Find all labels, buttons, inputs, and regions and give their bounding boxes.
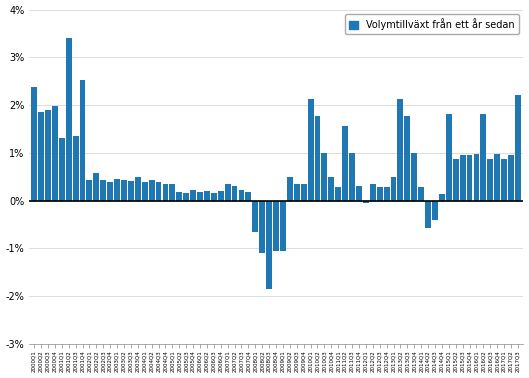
Legend: Volymtillväxt från ett år sedan: Volymtillväxt från ett år sedan: [345, 14, 518, 34]
Bar: [252, 200, 258, 232]
Bar: [225, 184, 231, 200]
Bar: [197, 192, 203, 200]
Bar: [59, 138, 65, 200]
Bar: [370, 184, 376, 200]
Bar: [467, 155, 472, 200]
Bar: [315, 116, 321, 200]
Bar: [322, 153, 327, 200]
Bar: [149, 180, 154, 200]
Bar: [52, 107, 58, 200]
Bar: [101, 180, 106, 200]
Bar: [446, 114, 452, 200]
Bar: [363, 200, 369, 203]
Bar: [329, 177, 334, 200]
Bar: [412, 153, 417, 200]
Bar: [508, 155, 514, 200]
Bar: [94, 173, 99, 200]
Bar: [107, 182, 113, 200]
Bar: [176, 192, 182, 200]
Bar: [439, 194, 445, 200]
Bar: [280, 200, 286, 251]
Bar: [480, 114, 486, 200]
Bar: [515, 94, 521, 200]
Bar: [211, 194, 217, 200]
Bar: [425, 200, 431, 228]
Bar: [487, 159, 493, 200]
Bar: [300, 184, 307, 200]
Bar: [45, 110, 51, 200]
Bar: [162, 184, 168, 200]
Bar: [204, 191, 210, 200]
Bar: [287, 177, 293, 200]
Bar: [79, 80, 86, 200]
Bar: [273, 200, 279, 251]
Bar: [259, 200, 265, 253]
Bar: [190, 190, 196, 200]
Bar: [460, 155, 466, 200]
Bar: [377, 187, 382, 200]
Bar: [397, 99, 403, 200]
Bar: [169, 184, 175, 200]
Bar: [142, 182, 148, 200]
Bar: [308, 99, 314, 200]
Bar: [66, 38, 71, 200]
Bar: [390, 177, 396, 200]
Bar: [86, 180, 93, 200]
Bar: [494, 154, 500, 200]
Bar: [245, 192, 251, 200]
Bar: [156, 182, 161, 200]
Bar: [418, 187, 424, 200]
Bar: [384, 187, 389, 200]
Bar: [266, 200, 272, 289]
Bar: [349, 153, 355, 200]
Bar: [453, 159, 459, 200]
Bar: [239, 190, 244, 200]
Bar: [218, 191, 224, 200]
Bar: [335, 187, 341, 200]
Bar: [232, 186, 238, 200]
Bar: [72, 136, 78, 200]
Bar: [38, 112, 44, 200]
Bar: [404, 116, 411, 200]
Bar: [121, 180, 127, 200]
Bar: [473, 154, 479, 200]
Bar: [128, 181, 134, 200]
Bar: [135, 177, 141, 200]
Bar: [356, 186, 362, 200]
Bar: [183, 194, 189, 200]
Bar: [342, 125, 348, 200]
Bar: [294, 184, 300, 200]
Bar: [31, 87, 37, 200]
Bar: [432, 200, 438, 220]
Bar: [501, 159, 507, 200]
Bar: [114, 179, 120, 200]
